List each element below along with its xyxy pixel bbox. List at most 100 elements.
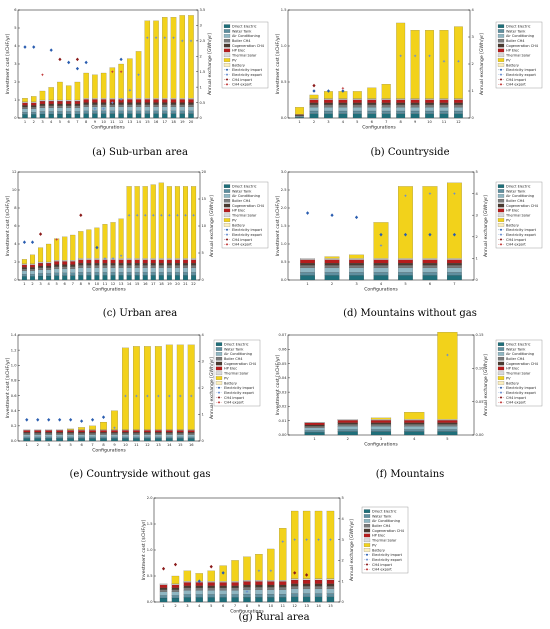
- x-tick-label: 3: [48, 443, 50, 447]
- bar-segment-cogeneration-ch4: [54, 264, 60, 267]
- bar-segment-direct-electric: [57, 113, 63, 119]
- x-tick-label: 5: [356, 120, 358, 124]
- bar-segment-air-conditioning: [422, 267, 438, 273]
- bar-segment-hp-elec: [67, 430, 74, 433]
- bar-segment-water-tank: [83, 110, 89, 114]
- bar-segment-direct-electric: [110, 275, 116, 281]
- bar-segment-water-tank: [86, 272, 92, 276]
- bar-segment-cogeneration-ch4: [78, 432, 85, 434]
- bar-segment-hp-elec: [144, 430, 151, 433]
- legend-label: Thermal Solar: [505, 214, 531, 218]
- legend-label: Water Tank: [232, 29, 252, 33]
- bar-segment-hp-elec: [207, 582, 215, 586]
- x-tick-label: 1: [313, 437, 315, 441]
- bar-segment-hp-elec: [174, 259, 180, 264]
- bar-segment-direct-electric: [111, 438, 118, 442]
- bar-segment-cogeneration-ch4: [159, 587, 168, 590]
- bar-segment-direct-electric: [83, 113, 89, 119]
- x-tick-label: 9: [88, 282, 91, 286]
- bar-segment-thermal-solar: [38, 261, 44, 264]
- bar-segment-direct-electric: [109, 113, 116, 119]
- bar-segment-water-tank: [118, 110, 124, 114]
- bar-segment-air-conditioning: [89, 434, 96, 437]
- legend-marker: [226, 233, 228, 236]
- bar-segment-boiler-ch4: [78, 433, 85, 435]
- legend-label: Cogeneration CH4: [506, 44, 539, 48]
- bar-segment-pv: [89, 425, 96, 430]
- bar-segment-boiler-ch4: [300, 265, 315, 268]
- bar-segment-air-conditioning: [109, 106, 116, 111]
- bar-segment-air-conditioning: [78, 434, 85, 437]
- bar-segment-thermal-solar: [54, 260, 60, 262]
- bar-segment-direct-electric: [422, 275, 438, 281]
- bar-segment-air-conditioning: [219, 590, 227, 595]
- legend-marker: [226, 83, 228, 86]
- legend-label: Water Tank: [506, 189, 526, 193]
- marker-electricity-import: [305, 211, 310, 215]
- bar-segment-hp-elec: [86, 259, 92, 264]
- bar-segment-pv: [191, 186, 197, 259]
- bar-segment-cogeneration-ch4: [207, 585, 215, 588]
- bar-segment-direct-electric: [150, 275, 156, 281]
- bar-segment-direct-electric: [165, 438, 173, 442]
- bar-segment-air-conditioning: [255, 589, 263, 595]
- bar-segment-pv: [111, 410, 118, 430]
- bar-segment-hp-elec: [48, 101, 54, 105]
- bar-segment-direct-electric: [118, 113, 124, 119]
- bar-segment-boiler-ch4: [144, 104, 151, 107]
- legend-swatch: [363, 543, 371, 547]
- bar-segment-thermal-solar: [78, 429, 85, 431]
- bar-segment-direct-electric: [183, 275, 188, 281]
- y2-tick-label: 20: [202, 170, 207, 174]
- bar-segment-pv: [243, 556, 251, 581]
- bar-segment-air-conditioning: [153, 106, 159, 111]
- legend-marker: [500, 233, 502, 236]
- marker-electricity-export: [175, 213, 179, 217]
- bar-segment-hp-elec: [100, 430, 107, 433]
- marker-electricity-import: [49, 48, 53, 52]
- legend-swatch: [215, 342, 223, 346]
- chart-panel: 0.0 0.5 1.0 1.5 2.0 2.5 3.0 0 1 2 3 4 5 1 2 3 4 5 6 7 Config…: [275, 170, 543, 319]
- bar-segment-cogeneration-ch4: [396, 102, 406, 105]
- bar-segment-thermal-solar: [127, 98, 133, 100]
- legend-label: Cogeneration CH4: [232, 44, 265, 48]
- marker-electricity-export: [145, 36, 149, 40]
- bar-segment-cogeneration-ch4: [65, 103, 72, 106]
- marker-electricity-export: [135, 213, 139, 217]
- bar-segment-hp-elec: [302, 579, 311, 584]
- bar-segment-air-conditioning: [62, 268, 68, 273]
- bar-segment-cogeneration-ch4: [39, 103, 46, 106]
- x-tick-label: 18: [171, 120, 176, 124]
- legend-label: CH4 import: [224, 396, 245, 400]
- bar-segment-water-tank: [126, 272, 132, 276]
- x-tick-label: 10: [427, 120, 432, 124]
- bar-segment-air-conditioning: [165, 434, 173, 437]
- legend-swatch: [223, 29, 231, 33]
- bar-segment-boiler-ch4: [67, 433, 74, 435]
- bar-segment-water-tank: [23, 436, 31, 439]
- x-tick-label: 20: [175, 282, 180, 286]
- bar-segment-water-tank: [174, 272, 180, 276]
- bar-segment-cogeneration-ch4: [243, 584, 251, 588]
- legend-marker: [366, 568, 368, 571]
- x-tick-label: 7: [234, 604, 236, 608]
- bar-segment-hp-elec: [83, 99, 89, 103]
- x-tick-label: 6: [371, 120, 374, 124]
- bar-segment-direct-electric: [48, 113, 54, 119]
- bar-segment-water-tank: [352, 110, 362, 114]
- bar-segment-thermal-solar: [45, 429, 53, 431]
- bar-segment-water-tank: [92, 110, 98, 114]
- bar-segment-hp-elec: [102, 259, 108, 264]
- marker-electricity-export: [103, 256, 107, 260]
- legend-swatch: [363, 514, 371, 518]
- bar-segment-direct-electric: [370, 431, 392, 436]
- bar-segment-pv: [153, 20, 159, 99]
- bar-segment-cogeneration-ch4: [67, 432, 74, 434]
- bar-segment-thermal-solar: [326, 578, 335, 581]
- x-tick-label: 5: [446, 437, 448, 441]
- y2-tick-label: 3: [200, 24, 202, 28]
- y-tick-label: 0.05: [278, 362, 286, 366]
- legend-swatch: [223, 198, 231, 203]
- bar-segment-boiler-ch4: [410, 104, 420, 108]
